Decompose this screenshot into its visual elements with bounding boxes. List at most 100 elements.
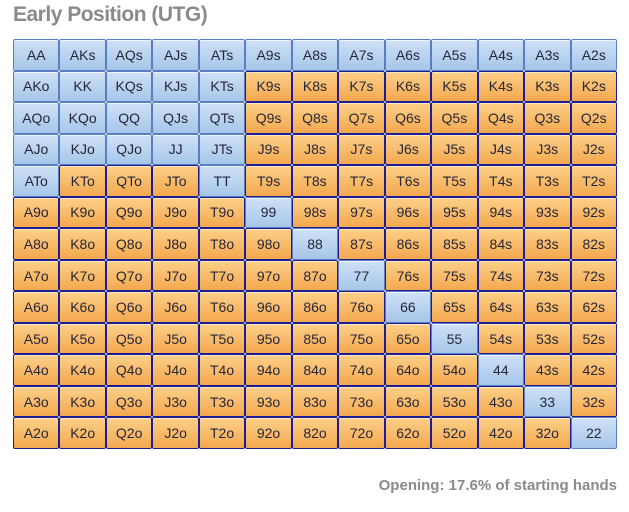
hand-cell-Q4s[interactable]: Q4s bbox=[477, 102, 525, 134]
hand-cell-JTo[interactable]: JTo bbox=[152, 165, 199, 197]
hand-cell-J6s[interactable]: J6s bbox=[384, 133, 432, 166]
hand-cell-J6o[interactable]: J6o bbox=[152, 291, 199, 323]
hand-cell-QTs[interactable]: QTs bbox=[198, 102, 246, 134]
hand-cell-Q3s[interactable]: Q3s bbox=[524, 102, 571, 134]
hand-cell-A2o[interactable]: A2o bbox=[13, 417, 60, 449]
hand-cell-K7o[interactable]: K7o bbox=[59, 259, 106, 292]
hand-cell-43o[interactable]: 43o bbox=[477, 385, 525, 418]
hand-cell-Q2s[interactable]: Q2s bbox=[570, 102, 617, 134]
hand-cell-95o[interactable]: 95o bbox=[245, 322, 292, 355]
hand-cell-A6s[interactable]: A6s bbox=[384, 39, 432, 71]
hand-cell-T9s[interactable]: T9s bbox=[245, 165, 292, 197]
hand-cell-42s[interactable]: 42s bbox=[570, 354, 617, 386]
hand-cell-52s[interactable]: 52s bbox=[570, 322, 617, 355]
hand-cell-T8s[interactable]: T8s bbox=[291, 165, 339, 197]
hand-cell-KQo[interactable]: KQo bbox=[59, 102, 106, 134]
hand-cell-62s[interactable]: 62s bbox=[570, 291, 617, 323]
hand-cell-Q7o[interactable]: Q7o bbox=[105, 259, 153, 292]
hand-cell-66[interactable]: 66 bbox=[384, 291, 432, 323]
hand-cell-J4s[interactable]: J4s bbox=[477, 133, 525, 166]
hand-cell-93s[interactable]: 93s bbox=[524, 196, 571, 229]
hand-cell-K9o[interactable]: K9o bbox=[59, 196, 106, 229]
hand-cell-J5o[interactable]: J5o bbox=[152, 322, 199, 355]
hand-cell-99[interactable]: 99 bbox=[245, 196, 292, 229]
hand-cell-A7o[interactable]: A7o bbox=[13, 259, 60, 292]
hand-cell-54o[interactable]: 54o bbox=[431, 354, 478, 386]
hand-cell-KJo[interactable]: KJo bbox=[59, 133, 106, 166]
hand-cell-J7s[interactable]: J7s bbox=[338, 133, 385, 166]
hand-cell-K2s[interactable]: K2s bbox=[570, 70, 617, 103]
hand-cell-82s[interactable]: 82s bbox=[570, 228, 617, 260]
hand-cell-J3o[interactable]: J3o bbox=[152, 385, 199, 418]
hand-cell-Q8o[interactable]: Q8o bbox=[105, 228, 153, 260]
hand-cell-Q9o[interactable]: Q9o bbox=[105, 196, 153, 229]
hand-cell-96s[interactable]: 96s bbox=[384, 196, 432, 229]
hand-cell-AKs[interactable]: AKs bbox=[59, 39, 106, 71]
hand-cell-KTo[interactable]: KTo bbox=[59, 165, 106, 197]
hand-cell-T6s[interactable]: T6s bbox=[384, 165, 432, 197]
hand-cell-98o[interactable]: 98o bbox=[245, 228, 292, 260]
hand-cell-32s[interactable]: 32s bbox=[570, 385, 617, 418]
hand-cell-72o[interactable]: 72o bbox=[338, 417, 385, 449]
hand-cell-83s[interactable]: 83s bbox=[524, 228, 571, 260]
hand-cell-K5o[interactable]: K5o bbox=[59, 322, 106, 355]
hand-cell-A9o[interactable]: A9o bbox=[13, 196, 60, 229]
hand-cell-72s[interactable]: 72s bbox=[570, 259, 617, 292]
hand-cell-54s[interactable]: 54s bbox=[477, 322, 525, 355]
hand-cell-K9s[interactable]: K9s bbox=[245, 70, 292, 103]
hand-cell-K5s[interactable]: K5s bbox=[431, 70, 478, 103]
hand-cell-77[interactable]: 77 bbox=[338, 259, 385, 292]
hand-cell-T3s[interactable]: T3s bbox=[524, 165, 571, 197]
hand-cell-T4s[interactable]: T4s bbox=[477, 165, 525, 197]
hand-cell-T5o[interactable]: T5o bbox=[198, 322, 246, 355]
hand-cell-T5s[interactable]: T5s bbox=[431, 165, 478, 197]
hand-cell-32o[interactable]: 32o bbox=[524, 417, 571, 449]
hand-cell-KK[interactable]: KK bbox=[59, 70, 106, 103]
hand-cell-22[interactable]: 22 bbox=[570, 417, 617, 449]
hand-cell-64s[interactable]: 64s bbox=[477, 291, 525, 323]
hand-cell-Q8s[interactable]: Q8s bbox=[291, 102, 339, 134]
hand-cell-Q6s[interactable]: Q6s bbox=[384, 102, 432, 134]
hand-cell-J5s[interactable]: J5s bbox=[431, 133, 478, 166]
hand-cell-74s[interactable]: 74s bbox=[477, 259, 525, 292]
hand-cell-76s[interactable]: 76s bbox=[384, 259, 432, 292]
hand-cell-85o[interactable]: 85o bbox=[291, 322, 339, 355]
hand-cell-T9o[interactable]: T9o bbox=[198, 196, 246, 229]
hand-cell-ATo[interactable]: ATo bbox=[13, 165, 60, 197]
hand-cell-K8s[interactable]: K8s bbox=[291, 70, 339, 103]
hand-cell-J4o[interactable]: J4o bbox=[152, 354, 199, 386]
hand-cell-86s[interactable]: 86s bbox=[384, 228, 432, 260]
hand-cell-K6o[interactable]: K6o bbox=[59, 291, 106, 323]
hand-cell-83o[interactable]: 83o bbox=[291, 385, 339, 418]
hand-cell-AJs[interactable]: AJs bbox=[152, 39, 199, 71]
hand-cell-AA[interactable]: AA bbox=[13, 39, 60, 71]
hand-cell-A5o[interactable]: A5o bbox=[13, 322, 60, 355]
hand-cell-96o[interactable]: 96o bbox=[245, 291, 292, 323]
hand-cell-J7o[interactable]: J7o bbox=[152, 259, 199, 292]
hand-cell-73o[interactable]: 73o bbox=[338, 385, 385, 418]
hand-cell-98s[interactable]: 98s bbox=[291, 196, 339, 229]
hand-cell-J8o[interactable]: J8o bbox=[152, 228, 199, 260]
hand-cell-QTo[interactable]: QTo bbox=[105, 165, 153, 197]
hand-cell-73s[interactable]: 73s bbox=[524, 259, 571, 292]
hand-cell-A9s[interactable]: A9s bbox=[245, 39, 292, 71]
hand-cell-KTs[interactable]: KTs bbox=[198, 70, 246, 103]
hand-cell-Q2o[interactable]: Q2o bbox=[105, 417, 153, 449]
hand-cell-A3s[interactable]: A3s bbox=[524, 39, 571, 71]
hand-cell-87s[interactable]: 87s bbox=[338, 228, 385, 260]
hand-cell-Q6o[interactable]: Q6o bbox=[105, 291, 153, 323]
hand-cell-Q7s[interactable]: Q7s bbox=[338, 102, 385, 134]
hand-cell-QJs[interactable]: QJs bbox=[152, 102, 199, 134]
hand-cell-T3o[interactable]: T3o bbox=[198, 385, 246, 418]
hand-cell-T7o[interactable]: T7o bbox=[198, 259, 246, 292]
hand-cell-55[interactable]: 55 bbox=[431, 322, 478, 355]
hand-cell-82o[interactable]: 82o bbox=[291, 417, 339, 449]
hand-cell-42o[interactable]: 42o bbox=[477, 417, 525, 449]
hand-cell-76o[interactable]: 76o bbox=[338, 291, 385, 323]
hand-cell-A7s[interactable]: A7s bbox=[338, 39, 385, 71]
hand-cell-A8s[interactable]: A8s bbox=[291, 39, 339, 71]
hand-cell-87o[interactable]: 87o bbox=[291, 259, 339, 292]
hand-cell-63s[interactable]: 63s bbox=[524, 291, 571, 323]
hand-cell-J8s[interactable]: J8s bbox=[291, 133, 339, 166]
hand-cell-93o[interactable]: 93o bbox=[245, 385, 292, 418]
